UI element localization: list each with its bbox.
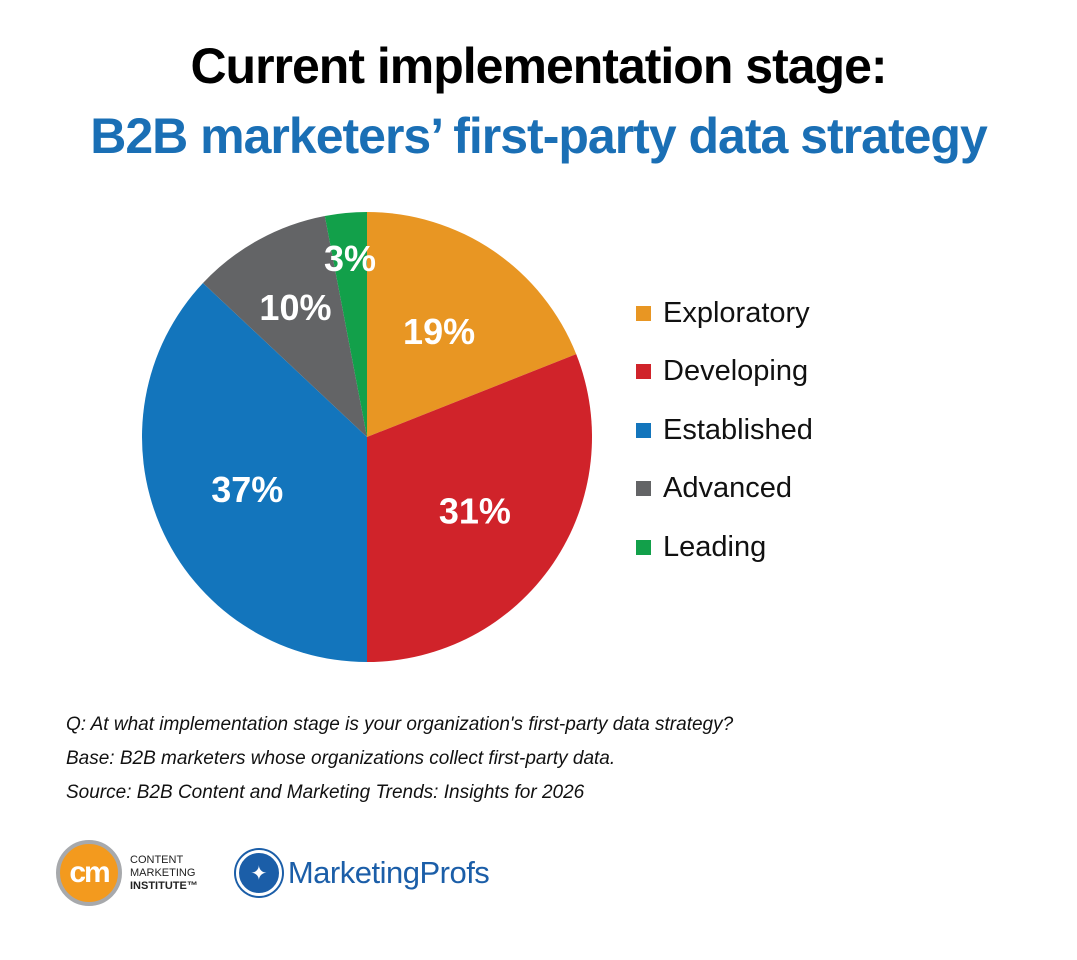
- slice-value-label: 31%: [439, 490, 511, 531]
- legend-swatch-icon: [636, 422, 651, 438]
- source-note: Source: B2B Content and Marketing Trends…: [66, 782, 585, 803]
- legend-item-established: Established: [636, 401, 813, 460]
- chart-subtitle: B2B marketers’ first-party data strategy: [90, 108, 988, 164]
- marketingprofs-logo-text: MarketingProfs: [287, 855, 490, 890]
- pie-slice-developing: [367, 354, 592, 662]
- legend-swatch-icon: [636, 539, 651, 555]
- legend-swatch-icon: [636, 481, 651, 497]
- slice-value-label: 10%: [259, 287, 331, 328]
- legend-item-advanced: Advanced: [636, 460, 813, 519]
- slice-value-label: 3%: [324, 238, 376, 279]
- legend-label: Exploratory: [663, 296, 810, 329]
- cmi-logo-text: CONTENT MARKETING INSTITUTE™: [130, 853, 198, 892]
- legend-label: Established: [663, 413, 813, 446]
- chart-title: Current implementation stage:: [190, 38, 887, 94]
- pie-chart: 19% 31% 37% 10% 3%: [142, 212, 592, 662]
- chart-notes: Q: At what implementation stage is your …: [66, 708, 733, 810]
- legend-label: Leading: [663, 530, 767, 563]
- legend-item-developing: Developing: [636, 343, 813, 402]
- survey-base: Base: B2B marketers whose organizations …: [66, 748, 616, 769]
- slice-value-label: 37%: [211, 469, 283, 510]
- slice-value-label: 19%: [403, 311, 475, 352]
- legend-item-leading: Leading: [636, 518, 813, 577]
- bird-icon: ✦: [235, 850, 282, 896]
- survey-question: Q: At what implementation stage is your …: [66, 714, 734, 735]
- legend-label: Developing: [663, 355, 809, 388]
- pie-slice-exploratory: [367, 212, 577, 437]
- legend-item-exploratory: Exploratory: [636, 284, 813, 343]
- pie-slice-advanced: [202, 215, 367, 437]
- cmi-logo-icon: cm: [56, 840, 122, 906]
- legend-label: Advanced: [663, 472, 792, 505]
- legend-swatch-icon: [636, 364, 651, 380]
- legend: Exploratory Developing Established Advan…: [636, 284, 813, 577]
- legend-swatch-icon: [636, 305, 651, 321]
- marketingprofs-logo: ✦ MarketingProfs: [235, 850, 490, 896]
- logos: cm CONTENT MARKETING INSTITUTE™ ✦ Market…: [56, 840, 490, 906]
- pie-slice-established: [142, 282, 367, 662]
- pie-slice-leading: [324, 212, 367, 437]
